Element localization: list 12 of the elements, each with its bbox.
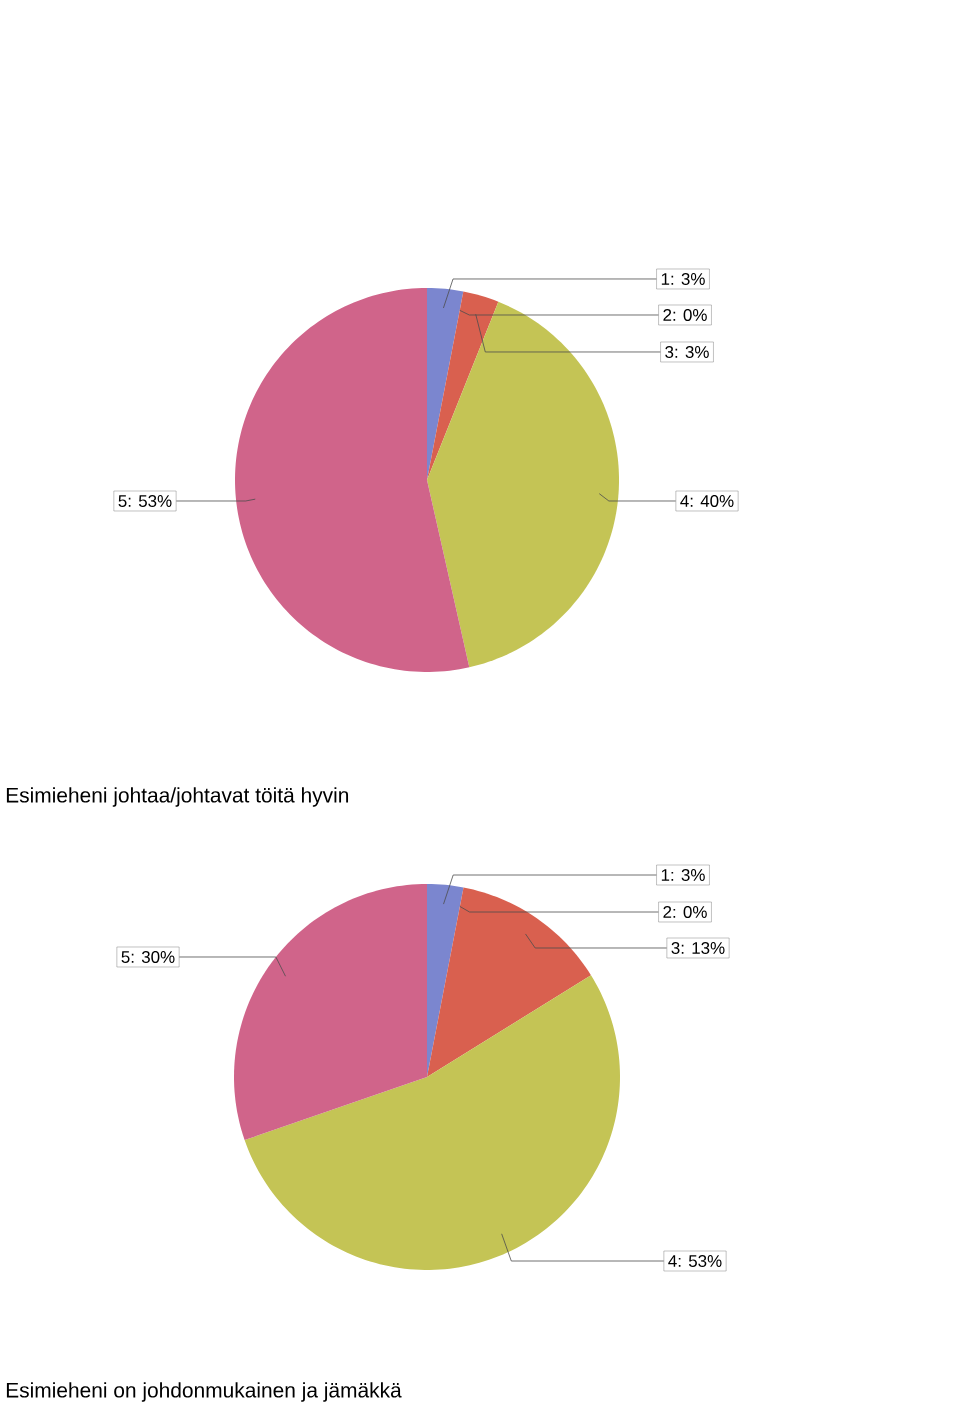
- slice-label: 5: 30%: [121, 950, 175, 963]
- category-label: 2: 0%: [663, 906, 707, 918]
- slice-label: 4: 53%: [668, 1255, 722, 1268]
- slice-label: 5: 53%: [118, 495, 172, 507]
- text: Esimieheni johtaa/johtavat töitä hyvin: [6, 787, 349, 807]
- slice-label: 3: 13%: [671, 942, 725, 954]
- slice-label: 4: 40%: [680, 495, 734, 507]
- slice-label: 1: 3%: [661, 272, 705, 285]
- slice-label: 1: 3%: [661, 869, 705, 881]
- slice-label: 3: 3%: [665, 345, 709, 358]
- legend-label: 2: 0%: [663, 308, 707, 321]
- text: Esimieheni on johdonmukainen ja jämäkkä: [6, 1382, 402, 1402]
